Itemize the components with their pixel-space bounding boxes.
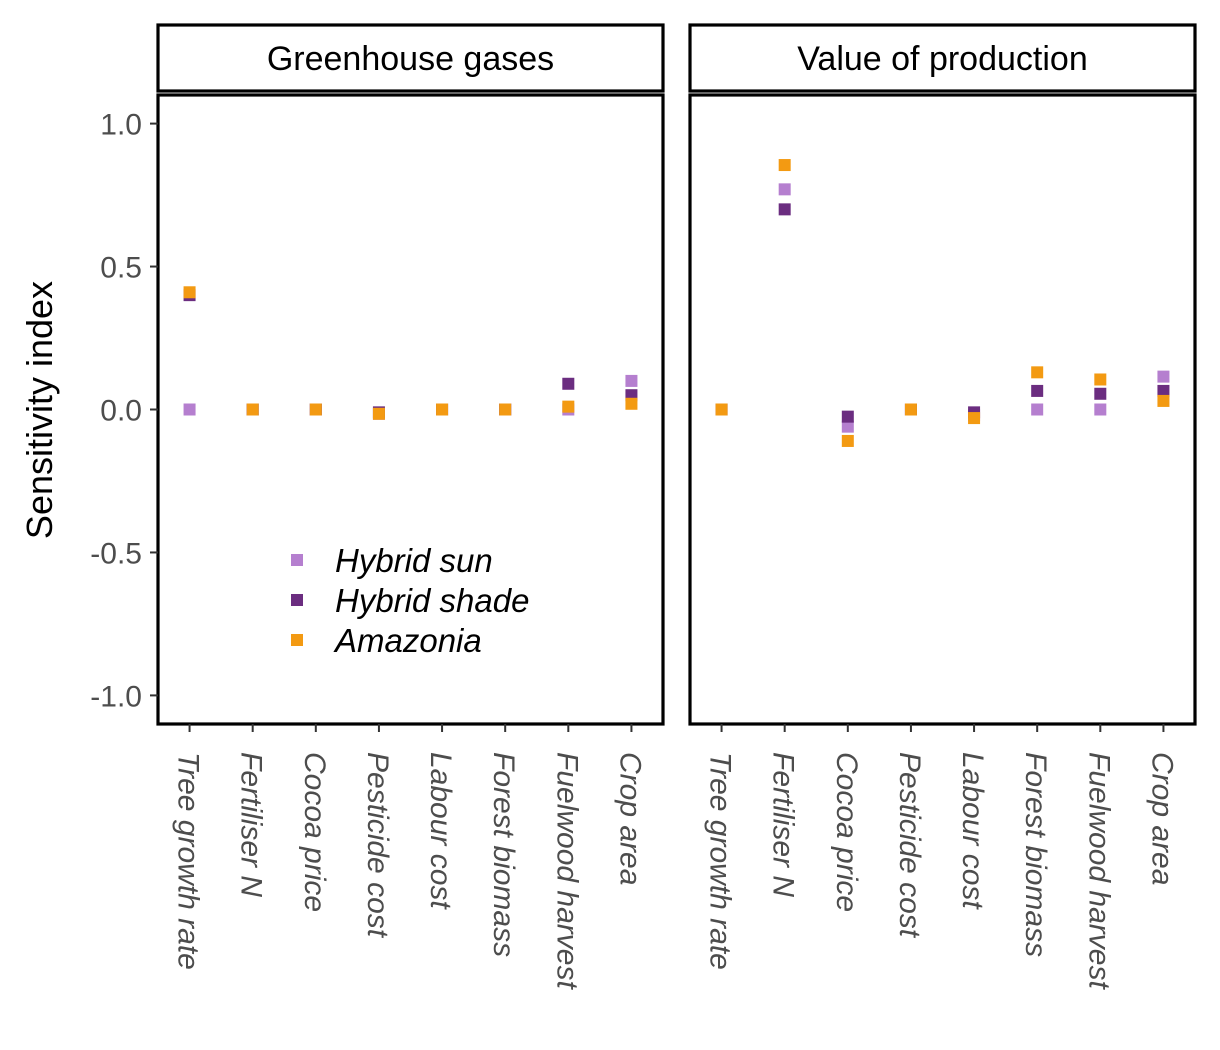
y-tick-label: 0.5: [100, 252, 142, 285]
y-tick-label: -0.5: [90, 537, 142, 570]
data-point: [715, 403, 728, 416]
x-tick-label: Fertiliser N: [767, 752, 800, 897]
x-tick-label: Fertiliser N: [235, 752, 268, 897]
data-point: [562, 400, 575, 413]
x-tick-label: Tree growth rate: [704, 752, 737, 970]
legend-label: Hybrid sun: [335, 542, 493, 579]
panel-title: Greenhouse gases: [267, 40, 554, 78]
legend-key: [291, 554, 303, 566]
legend-label: Amazonia: [333, 622, 482, 659]
data-point: [246, 403, 259, 416]
data-point: [778, 183, 791, 196]
x-tick-label: Forest biomass: [487, 752, 520, 957]
data-point: [778, 203, 791, 216]
data-point: [841, 410, 854, 423]
panel-title: Value of production: [797, 40, 1087, 78]
x-tick-label: Tree growth rate: [172, 752, 205, 970]
data-point: [904, 403, 917, 416]
legend-label: Hybrid shade: [335, 582, 529, 619]
data-point: [1094, 403, 1107, 416]
panel-strip: [688, 23, 1197, 93]
data-point: [562, 377, 575, 390]
data-point: [436, 403, 449, 416]
panels: Greenhouse gases Tree growth rate Fertilis…: [90, 23, 1197, 990]
legend-key: [291, 594, 303, 606]
data-point: [1157, 370, 1170, 383]
x-tick-label: Fuelwood harvest: [1082, 752, 1115, 990]
x-tick-label: Labour cost: [956, 752, 989, 910]
x-tick-label: Pesticide cost: [361, 752, 394, 939]
x-tick-label: Forest biomass: [1019, 752, 1052, 957]
data-point: [1157, 394, 1170, 407]
data-point: [1094, 373, 1107, 386]
data-point: [1031, 403, 1044, 416]
y-axis-label: Sensitivity index: [19, 281, 60, 539]
x-tick-label: Crop area: [613, 752, 646, 885]
x-tick-label: Pesticide cost: [893, 752, 926, 939]
y-tick-label: -1.0: [90, 680, 142, 713]
data-point: [778, 159, 791, 172]
x-tick-label: Crop area: [1145, 752, 1178, 885]
data-point: [625, 397, 638, 410]
data-point: [1031, 384, 1044, 397]
y-tick-label: 0.0: [100, 395, 142, 428]
data-point: [625, 374, 638, 387]
data-point: [841, 434, 854, 447]
panel-strip: [156, 23, 665, 93]
data-point: [183, 286, 196, 299]
panel-2: Value of production Tree growth rate Ferti…: [688, 23, 1197, 990]
data-point: [1031, 366, 1044, 379]
legend-key: [291, 634, 303, 646]
data-point: [372, 407, 385, 420]
x-tick-label: Labour cost: [424, 752, 457, 910]
panel-frame: [688, 93, 1197, 726]
data-point: [1157, 384, 1170, 397]
y-tick-label: 1.0: [100, 109, 142, 142]
panel-1: Greenhouse gases Tree growth rate Fertilis…: [156, 23, 665, 990]
data-point: [309, 403, 322, 416]
data-point: [1094, 387, 1107, 400]
data-point: [499, 403, 512, 416]
data-point: [968, 412, 981, 425]
data-point: [183, 403, 196, 416]
data-point: [841, 420, 854, 433]
x-tick-label: Cocoa price: [298, 752, 331, 912]
x-tick-label: Fuelwood harvest: [550, 752, 583, 990]
x-tick-label: Cocoa price: [830, 752, 863, 912]
